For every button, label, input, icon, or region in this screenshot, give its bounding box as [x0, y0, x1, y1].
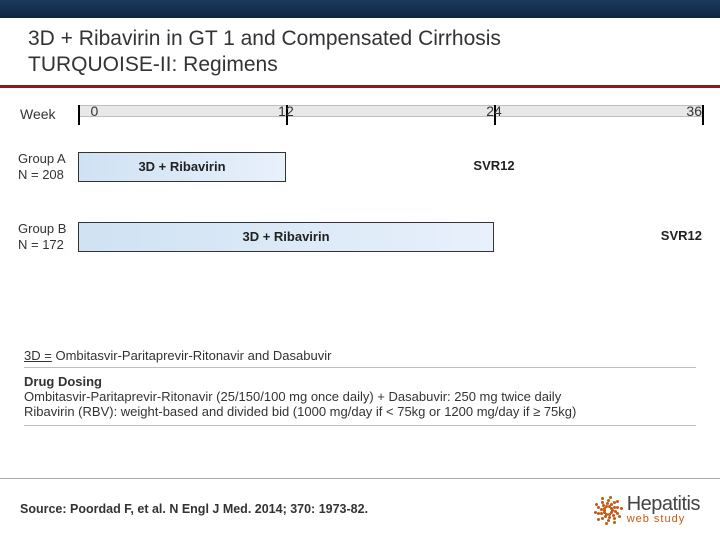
timeline-band [78, 105, 702, 117]
svr-label: SVR12 [473, 158, 514, 173]
groups-container: Group AN = 2083D + RibavirinSVR12Group B… [18, 150, 702, 254]
timeline-row: Week 0 12 24 36 [18, 100, 702, 128]
week-axis-label: Week [18, 106, 78, 122]
title-line-1: 3D + Ribavirin in GT 1 and Compensated C… [28, 27, 501, 50]
group-label: Group BN = 172 [18, 221, 78, 252]
content-area: Week 0122436 Group AN = 2083D + Ribaviri… [0, 88, 720, 254]
slide-title: 3D + Ribavirin in GT 1 and Compensated C… [28, 26, 692, 79]
timeline-tick-label: 12 [278, 103, 294, 119]
logo-main: Hepatitis [627, 494, 700, 514]
definition-key: 3D = [24, 348, 52, 363]
drug-dosing-block: Drug Dosing Ombitasvir-Paritaprevir-Rito… [24, 374, 696, 426]
header-band [0, 0, 720, 18]
footer: Source: Poordad F, et al. N Engl J Med. … [0, 478, 720, 540]
group-track: 3D + Ribavirin SVR12 [78, 220, 702, 254]
definition-value: Ombitasvir-Paritaprevir-Ritonavir and Da… [55, 348, 331, 363]
source-citation: Source: Poordad F, et al. N Engl J Med. … [20, 502, 593, 516]
treatment-bar: 3D + Ribavirin [78, 222, 494, 252]
timeline-tick-label: 36 [686, 103, 702, 119]
timeline-axis: 0 12 24 36 [78, 100, 702, 128]
logo-text: Hepatitis web study [627, 494, 700, 525]
group-label: Group AN = 208 [18, 151, 78, 182]
treatment-bar: 3D + Ribavirin [78, 152, 286, 182]
dosing-line-2: Ribavirin (RBV): weight-based and divide… [24, 404, 696, 419]
logo-dots-icon [593, 495, 621, 523]
dosing-line-1: Ombitasvir-Paritaprevir-Ritonavir (25/15… [24, 389, 696, 404]
timeline-tick-label: 0 [90, 103, 98, 119]
title-block: 3D + Ribavirin in GT 1 and Compensated C… [0, 18, 720, 85]
footer-rule [0, 478, 720, 479]
group-row: Group AN = 2083D + Ribavirin SVR12 [18, 150, 702, 184]
group-row: Group BN = 1723D + Ribavirin SVR12 [18, 220, 702, 254]
abbreviation-definition: 3D = Ombitasvir-Paritaprevir-Ritonavir a… [24, 348, 696, 368]
group-track: 3D + Ribavirin SVR12 [78, 150, 702, 184]
definitions-block: 3D = Ombitasvir-Paritaprevir-Ritonavir a… [0, 348, 720, 426]
svr-label: SVR12 [661, 228, 702, 243]
hepatitis-logo: Hepatitis web study [593, 494, 700, 525]
dosing-title: Drug Dosing [24, 374, 696, 389]
timeline-tick [78, 105, 80, 125]
logo-sub: web study [627, 514, 700, 525]
title-line-2: TURQUOISE-II: Regimens [28, 53, 278, 76]
timeline-tick-label: 24 [486, 103, 502, 119]
